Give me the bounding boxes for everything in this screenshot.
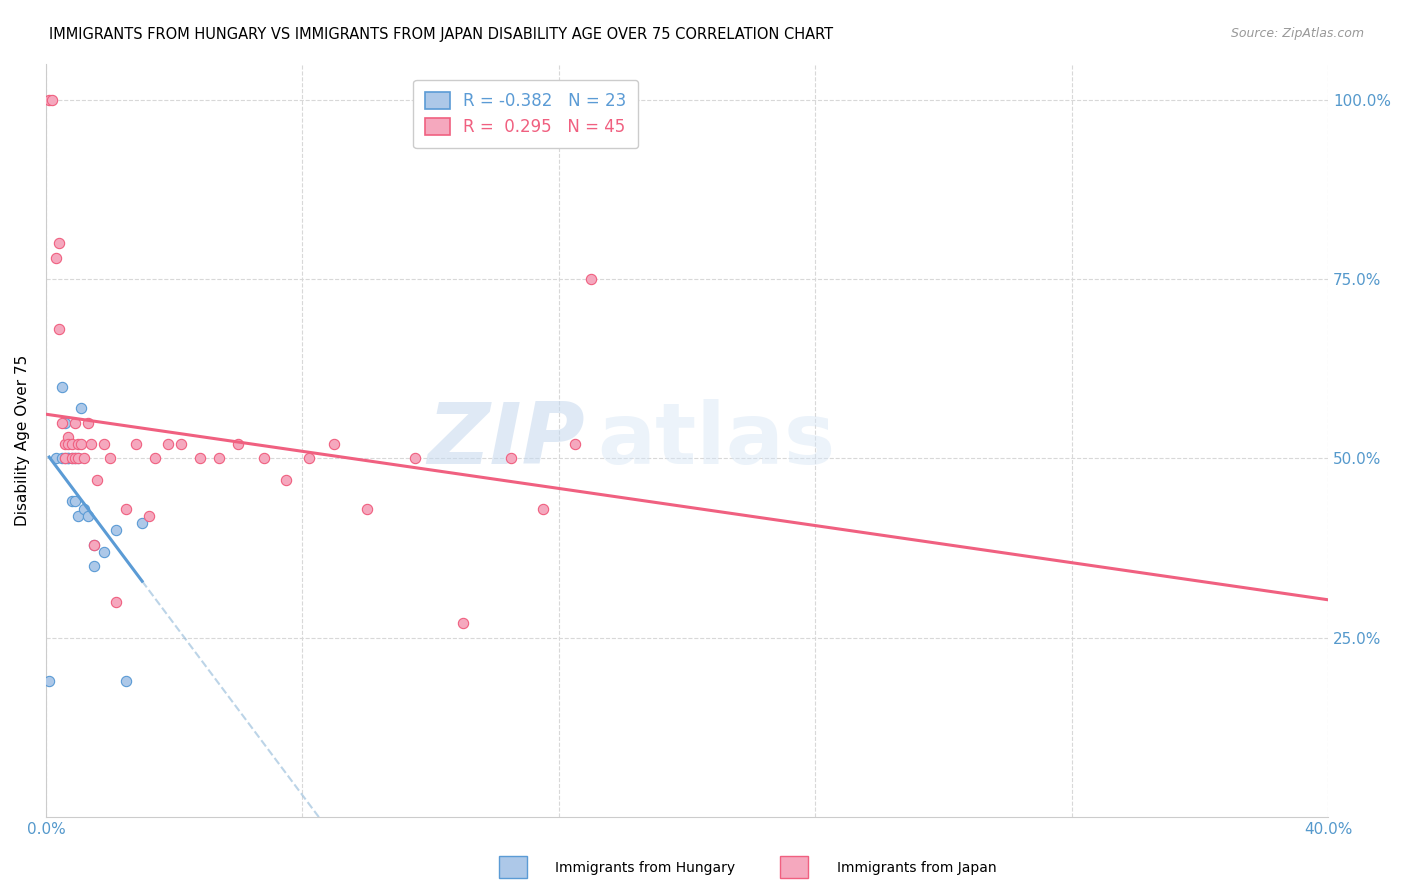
Point (115, 673, 138, 688)
Point (98, 451, 121, 466)
Point (66, 451, 89, 466)
Point (58, 451, 80, 466)
Point (105, 595, 128, 609)
Point (451, 616, 474, 631)
Point (38, 673, 60, 688)
Point (579, 272, 602, 286)
Point (41, 93, 63, 107)
Point (45, 251, 67, 265)
Point (298, 451, 321, 466)
Point (70, 437, 93, 451)
Point (58, 437, 80, 451)
Point (93, 544, 115, 558)
Point (51, 380, 73, 394)
Point (63, 451, 86, 466)
Text: atlas: atlas (598, 399, 835, 482)
Point (143, 451, 166, 466)
Point (188, 451, 211, 466)
Point (83, 537, 105, 551)
Text: IMMIGRANTS FROM HUNGARY VS IMMIGRANTS FROM JAPAN DISABILITY AGE OVER 75 CORRELAT: IMMIGRANTS FROM HUNGARY VS IMMIGRANTS FR… (49, 27, 834, 42)
Point (51, 416, 73, 430)
Point (356, 501, 378, 516)
Point (86, 473, 108, 487)
Point (76, 508, 98, 523)
Point (60, 437, 83, 451)
Point (38, 93, 60, 107)
Point (323, 437, 346, 451)
Point (53, 437, 76, 451)
Point (276, 473, 298, 487)
Point (115, 501, 138, 516)
Legend: R = -0.382   N = 23, R =  0.295   N = 45: R = -0.382 N = 23, R = 0.295 N = 45 (413, 80, 638, 148)
Point (156, 437, 179, 451)
Text: Source: ZipAtlas.com: Source: ZipAtlas.com (1230, 27, 1364, 40)
Point (83, 559, 105, 574)
Point (53, 416, 76, 430)
Point (63, 494, 86, 508)
Point (58, 451, 80, 466)
Point (73, 501, 96, 516)
Point (105, 523, 128, 537)
Point (70, 401, 93, 416)
Text: Immigrants from Hungary: Immigrants from Hungary (555, 862, 735, 875)
Point (66, 437, 89, 451)
Point (45, 451, 67, 466)
Point (60, 494, 83, 508)
Point (564, 437, 586, 451)
Point (404, 451, 426, 466)
Point (53, 451, 76, 466)
Point (58, 430, 80, 444)
Point (76, 416, 98, 430)
Point (138, 508, 160, 523)
Point (131, 516, 153, 530)
Point (60, 451, 83, 466)
Point (48, 322, 70, 336)
Point (226, 437, 249, 451)
Point (83, 537, 105, 551)
Point (73, 451, 96, 466)
Point (60, 451, 83, 466)
Point (499, 451, 522, 466)
Point (253, 451, 276, 466)
Point (80, 437, 103, 451)
Y-axis label: Disability Age Over 75: Disability Age Over 75 (15, 355, 30, 526)
Point (63, 451, 86, 466)
Point (66, 508, 89, 523)
Point (48, 236, 70, 251)
Point (63, 416, 86, 430)
Point (208, 451, 231, 466)
Text: Immigrants from Japan: Immigrants from Japan (837, 862, 997, 875)
Point (93, 437, 115, 451)
Point (125, 437, 148, 451)
Point (531, 501, 554, 516)
Point (66, 451, 89, 466)
Point (169, 437, 191, 451)
Point (51, 451, 73, 466)
Point (53, 451, 76, 466)
Text: ZIP: ZIP (427, 399, 585, 482)
